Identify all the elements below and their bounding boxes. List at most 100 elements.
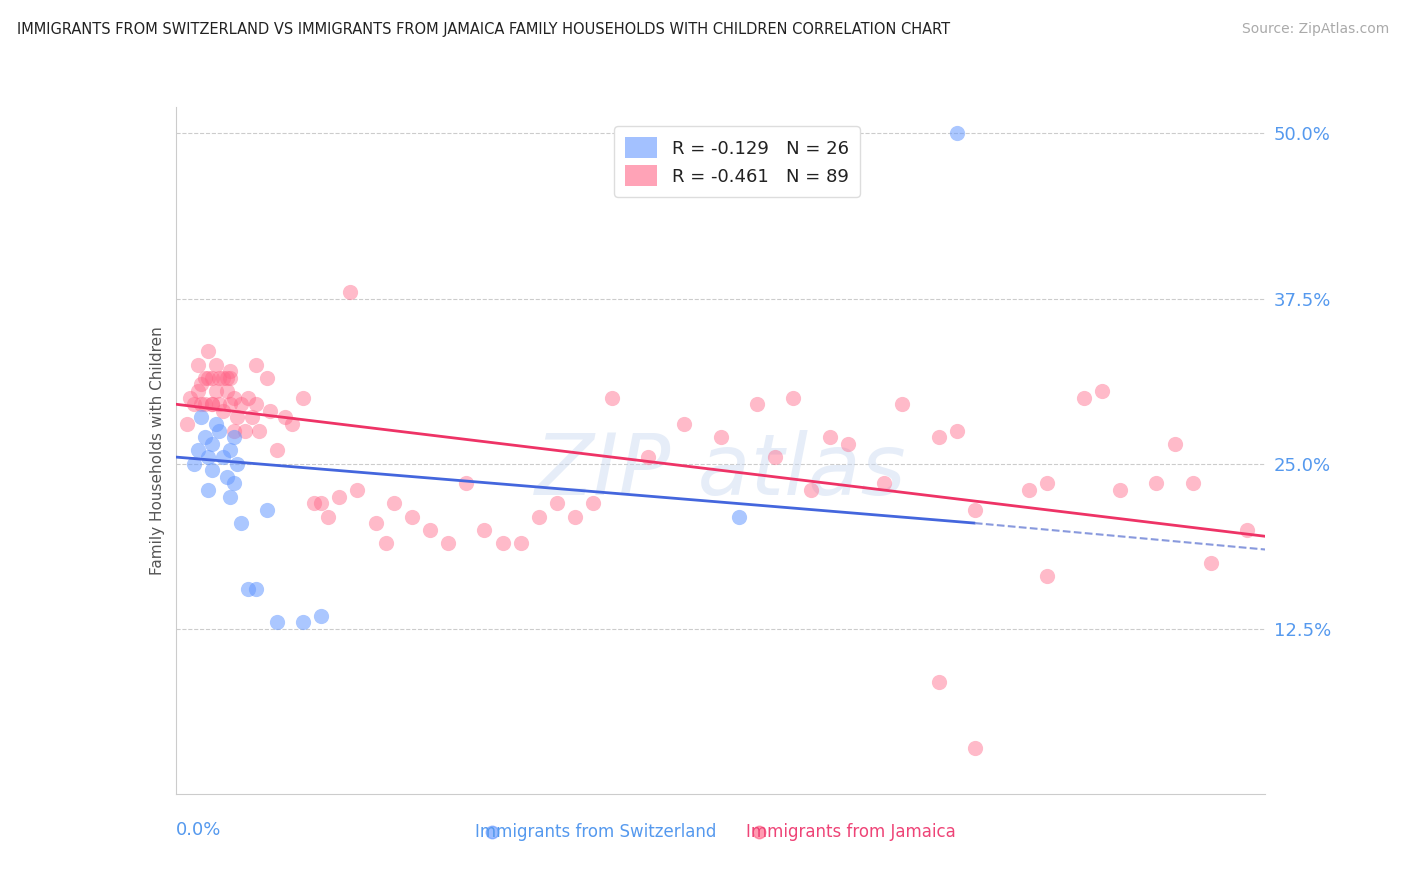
Point [891, 397, 914, 411]
Point [266, 615, 288, 630]
Point [190, 377, 212, 392]
Point [1146, 476, 1168, 491]
Point [212, 404, 235, 418]
Point [245, 397, 267, 411]
Point [1036, 569, 1059, 583]
Point [233, 424, 256, 438]
Point [194, 371, 217, 385]
Point [266, 443, 288, 458]
Point [1109, 483, 1132, 497]
Point [219, 443, 242, 458]
Point [339, 285, 361, 299]
Point [492, 536, 515, 550]
Point [190, 397, 212, 411]
Point [382, 496, 405, 510]
Point [238, 582, 260, 596]
Point [219, 371, 242, 385]
Point [197, 371, 219, 385]
Point [194, 397, 217, 411]
Point [1018, 483, 1040, 497]
Point [745, 397, 768, 411]
Point [945, 424, 967, 438]
Point [208, 371, 231, 385]
Point [197, 450, 219, 464]
Point [256, 371, 278, 385]
Point [375, 536, 398, 550]
Point [226, 410, 249, 425]
Point [240, 410, 263, 425]
Text: 0.0%: 0.0% [176, 822, 221, 839]
Text: Immigrants from Switzerland: Immigrants from Switzerland [475, 822, 716, 840]
Point [281, 417, 304, 431]
Point [219, 397, 242, 411]
Point [328, 490, 350, 504]
Point [419, 523, 441, 537]
Point [215, 371, 238, 385]
Point [800, 483, 823, 497]
Point [963, 740, 986, 755]
Point [201, 397, 224, 411]
Text: IMMIGRANTS FROM SWITZERLAND VS IMMIGRANTS FROM JAMAICA FAMILY HOUSEHOLDS WITH CH: IMMIGRANTS FROM SWITZERLAND VS IMMIGRANT… [17, 22, 950, 37]
Point [215, 470, 238, 484]
Point [928, 430, 950, 444]
Point [1181, 476, 1204, 491]
Point [238, 391, 260, 405]
Text: Immigrants from Jamaica: Immigrants from Jamaica [747, 822, 956, 840]
Point [183, 397, 205, 411]
Point [274, 410, 297, 425]
Point [727, 509, 749, 524]
Point [928, 674, 950, 689]
Point [527, 509, 550, 524]
Point [204, 417, 226, 431]
Point [190, 410, 212, 425]
Point [364, 516, 387, 530]
Point [509, 536, 531, 550]
Point [302, 496, 325, 510]
Point [309, 608, 332, 623]
Point [582, 496, 605, 510]
Point [197, 344, 219, 359]
Point [437, 536, 460, 550]
Point [231, 516, 253, 530]
Point [245, 358, 267, 372]
Point [201, 371, 224, 385]
Point [201, 463, 224, 477]
Point [401, 509, 423, 524]
Text: ZIP atlas: ZIP atlas [534, 430, 907, 513]
Point [564, 509, 586, 524]
Point [204, 384, 226, 398]
Point [474, 523, 496, 537]
Point [247, 424, 270, 438]
Y-axis label: Family Households with Children: Family Households with Children [149, 326, 165, 574]
Point [204, 358, 226, 372]
Point [201, 397, 224, 411]
Point [222, 430, 245, 444]
Text: Source: ZipAtlas.com: Source: ZipAtlas.com [1241, 22, 1389, 37]
Point [226, 457, 249, 471]
Point [208, 424, 231, 438]
Point [637, 450, 659, 464]
Point [1036, 476, 1059, 491]
Point [197, 483, 219, 497]
Point [291, 391, 314, 405]
Point [673, 417, 696, 431]
Point [183, 457, 205, 471]
Point [222, 424, 245, 438]
Point [222, 476, 245, 491]
Point [318, 509, 340, 524]
Point [231, 397, 253, 411]
Point [1199, 556, 1222, 570]
Point [837, 437, 859, 451]
Point [945, 127, 967, 141]
Point [873, 476, 896, 491]
Point [186, 358, 209, 372]
Point [215, 384, 238, 398]
Point [1163, 437, 1185, 451]
Point [710, 430, 733, 444]
Point [309, 496, 332, 510]
Point [259, 404, 281, 418]
Legend: R = -0.129   N = 26, R = -0.461   N = 89: R = -0.129 N = 26, R = -0.461 N = 89 [614, 127, 859, 197]
Point [782, 391, 804, 405]
Point [818, 430, 841, 444]
Point [963, 503, 986, 517]
